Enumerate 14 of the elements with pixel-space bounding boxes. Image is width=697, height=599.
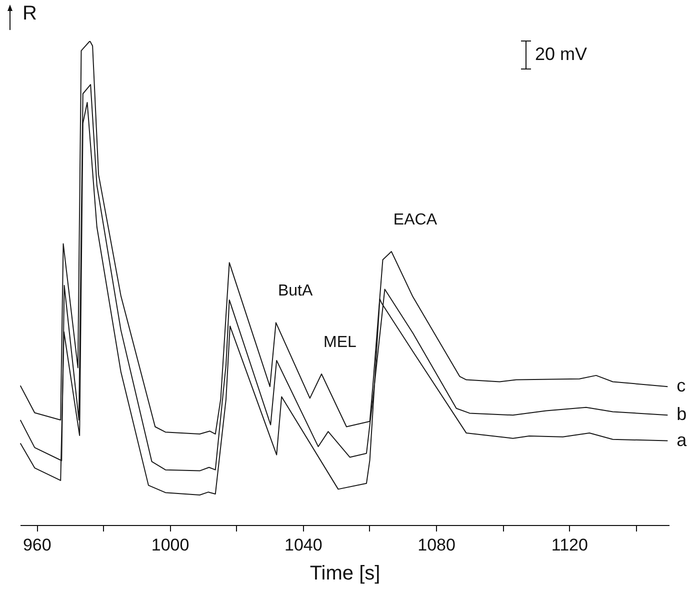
x-tick-label: 960	[22, 536, 52, 554]
annotation: EACA	[393, 212, 438, 229]
series-label: b	[676, 404, 687, 424]
x-tick-label: 1120	[551, 536, 588, 554]
x-axis-title: Time [s]	[310, 562, 380, 584]
x-tick-label: 1000	[151, 536, 190, 554]
x-tick-label: 1040	[284, 536, 322, 554]
annotation: MEL	[324, 334, 357, 351]
annotation: ButA	[278, 282, 313, 300]
y-axis-title: R	[22, 2, 37, 24]
series-label: a	[676, 430, 688, 450]
x-tick-label: 1080	[418, 536, 456, 554]
series-label: c	[676, 376, 686, 396]
annotation: 20 mV	[535, 44, 588, 64]
